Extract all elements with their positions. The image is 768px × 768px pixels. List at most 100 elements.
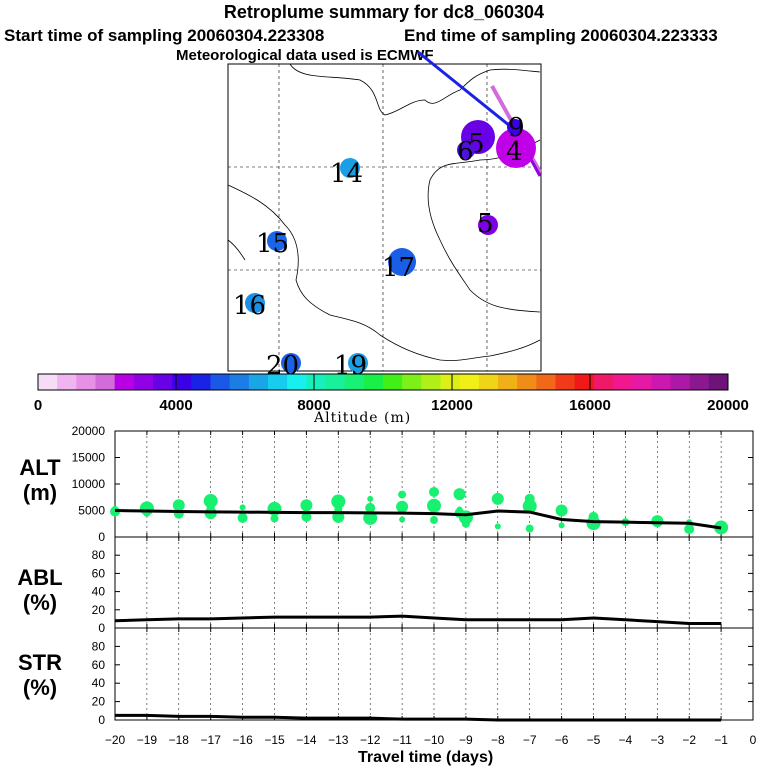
trajectory-marker [496,128,536,168]
colorbar-cell [613,374,633,390]
marker-label: 9 [508,113,525,143]
xtick-label: −6 [555,733,569,747]
altitude-point [203,493,218,508]
end-time-label: End time of sampling 20060304.223333 [404,26,718,45]
colorbar-cell [325,374,346,390]
trajectory-marker [457,141,475,159]
colorbar-cell [229,374,250,390]
colorbar-cell [402,374,422,390]
xtick-label: −13 [328,733,349,747]
xtick-label: −9 [459,733,473,747]
altitude-point [237,512,248,523]
coastline [289,63,541,116]
altitude-point [684,524,695,535]
alt-ytick-label: 15000 [72,451,106,465]
abl-axis-label: ABL (%) [0,565,80,615]
coastline [227,239,246,261]
colorbar-cell [76,374,96,390]
colorbar-tick-label: 4000 [159,397,192,414]
abl-chart: 0 20 40 60 80 [92,536,754,635]
str-chart: 0 20 40 60 80 [92,627,754,727]
str-ytick-label: 40 [92,676,106,690]
marker-label: 6 [457,137,474,167]
coastline [227,184,541,361]
abl-ytick-label: 60 [92,566,106,580]
altitude-point [558,522,565,529]
colorbar-cell [57,374,77,390]
altitude-point [270,514,279,523]
altitude-point [522,499,537,514]
marker-label: 4 [506,137,523,167]
colorbar-cell [38,374,58,390]
trajectory-marker [340,158,360,178]
str-ytick-label: 0 [98,713,105,727]
colorbar-cell [555,374,576,390]
x-axis-tick-labels: −20 −19 −18 −17 −16 −15 −14 −13 −12 −11 −10 −9 −8 −7−… [105,733,757,747]
xtick-label: −7 [523,733,537,747]
xtick-label: −12 [360,733,381,747]
colorbar-cell [287,374,307,390]
alt-axis-label-line2: (m) [22,480,58,505]
trajectory-marker [245,293,265,313]
xtick-label: −15 [264,733,285,747]
colorbar-title: Altitude (m) [314,410,412,426]
str-ytick-label: 60 [92,658,106,672]
str-series-line [115,713,722,722]
colorbar-cell [306,374,326,390]
marker-label: 5 [477,209,494,239]
colorbar-cell [478,374,499,390]
abl-ytick-label: 80 [92,548,106,562]
altitude-point [239,504,246,511]
altitude-point [301,511,312,522]
colorbar-cell [708,374,729,390]
colorbar-cell [172,374,192,390]
xtick-label: −20 [105,733,126,747]
colorbar-cell [248,374,269,390]
alt-ytick-label: 20000 [72,424,106,438]
str-axis-label-line2: (%) [22,675,58,700]
colorbar-cell [268,374,288,390]
colorbar-cell [363,374,384,390]
xtick-label: −11 [392,733,412,747]
page-title: Retroplume summary for dc8_060304 [223,2,545,22]
xtick-label: −19 [137,733,158,747]
colorbar-cell [191,374,211,390]
altitude-point [172,499,185,512]
colorbar-cell [689,374,710,390]
start-time-label: Start time of sampling 20060304.223308 [4,26,325,45]
colorbar-cell [536,374,556,390]
str-axis-label: STR (%) [0,650,80,700]
trajectory-marker [478,215,498,235]
str-axis-label-line1: STR [18,650,62,675]
alt-axis-label: ALT (m) [0,455,80,505]
altitude-point [555,504,568,517]
colorbar-cell [383,374,403,390]
x-axis-title: Travel time (days) [358,749,494,766]
altitude-point [494,523,501,530]
colorbar-cell [498,374,518,390]
colorbar-tick-label: 0 [34,397,42,414]
colorbar-cell [153,374,173,390]
altitude-point [300,499,313,512]
marker-label: 14 [330,159,363,189]
colorbar-tick-label: 8000 [297,397,330,414]
colorbar-cell [440,374,461,390]
altitude-point [398,490,407,499]
colorbar-cell [651,374,671,390]
xtick-label: −4 [619,733,633,747]
xtick-label: −17 [201,733,222,747]
xtick-label: −2 [682,733,696,747]
abl-ytick-label: 20 [92,603,106,617]
altitude-point [367,495,374,502]
altitude-point [331,494,346,509]
marker-label: 15 [256,229,289,259]
altitude-point [525,524,534,533]
altitude-point [399,516,406,523]
altitude-point [430,516,438,525]
trajectory-line [417,50,516,132]
str-ytick-label: 80 [92,639,106,653]
abl-ytick-label: 0 [98,621,105,635]
xtick-label: −10 [424,733,445,747]
altitude-point [365,502,376,513]
